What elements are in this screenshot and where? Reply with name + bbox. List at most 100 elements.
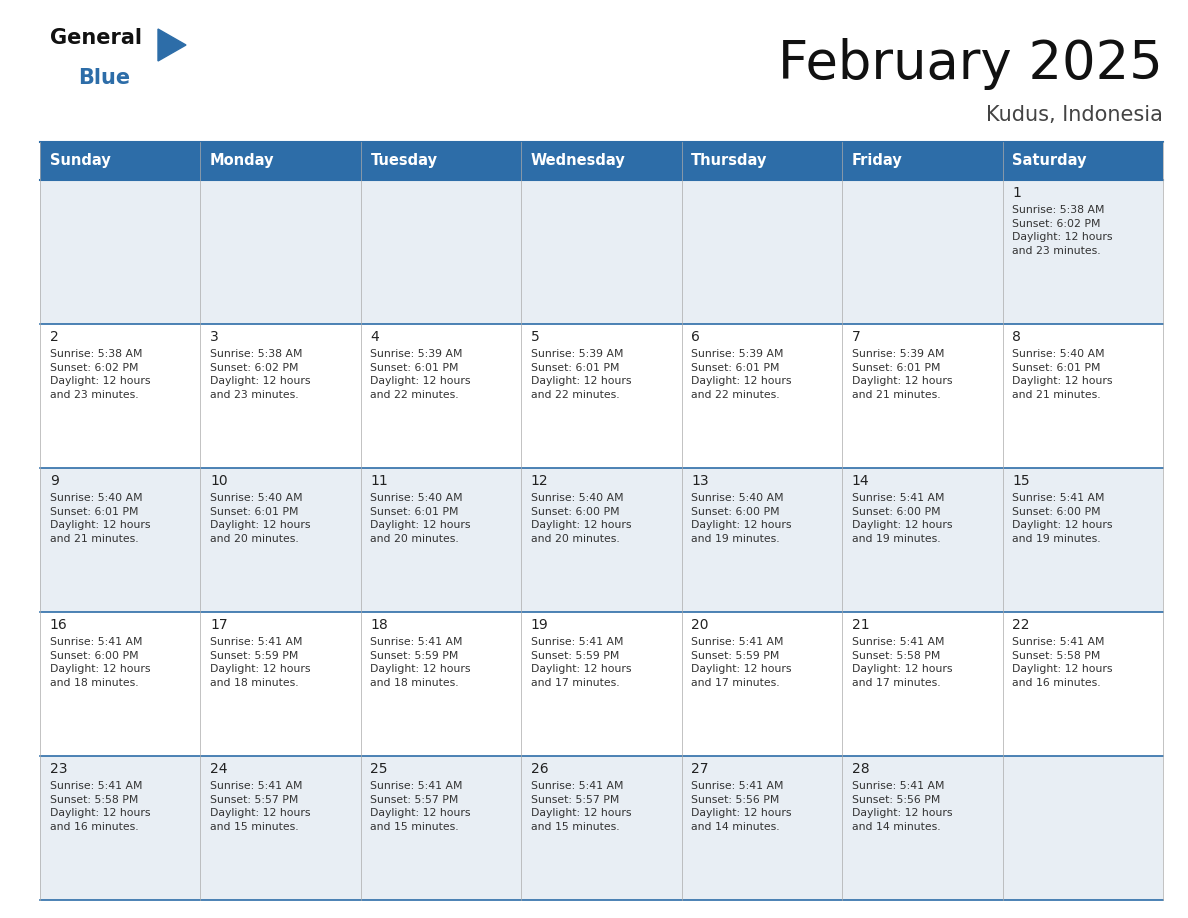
Bar: [682, 142, 842, 180]
Text: 19: 19: [531, 618, 549, 632]
Text: Sunrise: 5:41 AM
Sunset: 6:00 PM
Daylight: 12 hours
and 19 minutes.: Sunrise: 5:41 AM Sunset: 6:00 PM Dayligh…: [1012, 493, 1113, 543]
Bar: [361, 180, 522, 324]
Bar: [842, 756, 1003, 900]
Text: Sunrise: 5:41 AM
Sunset: 5:59 PM
Daylight: 12 hours
and 18 minutes.: Sunrise: 5:41 AM Sunset: 5:59 PM Dayligh…: [210, 637, 310, 688]
Text: 11: 11: [371, 474, 388, 488]
Bar: [522, 756, 682, 900]
Text: 7: 7: [852, 330, 860, 344]
Text: 20: 20: [691, 618, 709, 632]
Text: 4: 4: [371, 330, 379, 344]
Bar: [40, 142, 201, 180]
Text: 15: 15: [1012, 474, 1030, 488]
Text: Sunrise: 5:40 AM
Sunset: 6:00 PM
Daylight: 12 hours
and 19 minutes.: Sunrise: 5:40 AM Sunset: 6:00 PM Dayligh…: [691, 493, 792, 543]
Text: Thursday: Thursday: [691, 153, 767, 169]
Text: 18: 18: [371, 618, 388, 632]
Text: Sunrise: 5:39 AM
Sunset: 6:01 PM
Daylight: 12 hours
and 22 minutes.: Sunrise: 5:39 AM Sunset: 6:01 PM Dayligh…: [371, 349, 470, 400]
Text: 23: 23: [50, 762, 68, 776]
Text: Sunrise: 5:39 AM
Sunset: 6:01 PM
Daylight: 12 hours
and 22 minutes.: Sunrise: 5:39 AM Sunset: 6:01 PM Dayligh…: [691, 349, 792, 400]
Bar: [201, 756, 361, 900]
Text: Sunrise: 5:41 AM
Sunset: 6:00 PM
Daylight: 12 hours
and 19 minutes.: Sunrise: 5:41 AM Sunset: 6:00 PM Dayligh…: [852, 493, 953, 543]
Text: 6: 6: [691, 330, 700, 344]
Text: 17: 17: [210, 618, 228, 632]
Bar: [842, 468, 1003, 612]
Text: Blue: Blue: [78, 68, 131, 88]
Text: Sunrise: 5:41 AM
Sunset: 5:57 PM
Daylight: 12 hours
and 15 minutes.: Sunrise: 5:41 AM Sunset: 5:57 PM Dayligh…: [210, 781, 310, 832]
Text: 1: 1: [1012, 186, 1020, 200]
Bar: [201, 142, 361, 180]
Text: 10: 10: [210, 474, 228, 488]
Text: Sunrise: 5:40 AM
Sunset: 6:00 PM
Daylight: 12 hours
and 20 minutes.: Sunrise: 5:40 AM Sunset: 6:00 PM Dayligh…: [531, 493, 631, 543]
Bar: [40, 324, 201, 468]
Bar: [842, 324, 1003, 468]
Bar: [682, 612, 842, 756]
Text: Sunrise: 5:41 AM
Sunset: 5:57 PM
Daylight: 12 hours
and 15 minutes.: Sunrise: 5:41 AM Sunset: 5:57 PM Dayligh…: [371, 781, 470, 832]
Text: General: General: [50, 28, 143, 48]
Text: Sunrise: 5:41 AM
Sunset: 6:00 PM
Daylight: 12 hours
and 18 minutes.: Sunrise: 5:41 AM Sunset: 6:00 PM Dayligh…: [50, 637, 150, 688]
Text: Sunrise: 5:41 AM
Sunset: 5:56 PM
Daylight: 12 hours
and 14 minutes.: Sunrise: 5:41 AM Sunset: 5:56 PM Dayligh…: [691, 781, 792, 832]
Text: 25: 25: [371, 762, 388, 776]
Text: Sunrise: 5:41 AM
Sunset: 5:58 PM
Daylight: 12 hours
and 16 minutes.: Sunrise: 5:41 AM Sunset: 5:58 PM Dayligh…: [1012, 637, 1113, 688]
Text: 5: 5: [531, 330, 539, 344]
Text: Tuesday: Tuesday: [371, 153, 437, 169]
Bar: [522, 612, 682, 756]
Bar: [1003, 468, 1163, 612]
Text: Wednesday: Wednesday: [531, 153, 626, 169]
Bar: [842, 612, 1003, 756]
Bar: [1003, 324, 1163, 468]
Bar: [361, 142, 522, 180]
Text: Monday: Monday: [210, 153, 274, 169]
Bar: [40, 180, 201, 324]
Text: Sunrise: 5:41 AM
Sunset: 5:56 PM
Daylight: 12 hours
and 14 minutes.: Sunrise: 5:41 AM Sunset: 5:56 PM Dayligh…: [852, 781, 953, 832]
Text: 28: 28: [852, 762, 870, 776]
Bar: [522, 324, 682, 468]
Text: 2: 2: [50, 330, 58, 344]
Bar: [682, 324, 842, 468]
Text: Sunrise: 5:41 AM
Sunset: 5:59 PM
Daylight: 12 hours
and 17 minutes.: Sunrise: 5:41 AM Sunset: 5:59 PM Dayligh…: [531, 637, 631, 688]
Bar: [40, 468, 201, 612]
Text: 22: 22: [1012, 618, 1030, 632]
Bar: [201, 468, 361, 612]
Text: 9: 9: [50, 474, 58, 488]
Text: Sunrise: 5:38 AM
Sunset: 6:02 PM
Daylight: 12 hours
and 23 minutes.: Sunrise: 5:38 AM Sunset: 6:02 PM Dayligh…: [1012, 205, 1113, 256]
Text: 16: 16: [50, 618, 68, 632]
Bar: [361, 324, 522, 468]
Bar: [1003, 756, 1163, 900]
Bar: [522, 468, 682, 612]
Bar: [522, 142, 682, 180]
Bar: [842, 180, 1003, 324]
Bar: [361, 612, 522, 756]
Text: Sunrise: 5:38 AM
Sunset: 6:02 PM
Daylight: 12 hours
and 23 minutes.: Sunrise: 5:38 AM Sunset: 6:02 PM Dayligh…: [210, 349, 310, 400]
Text: 26: 26: [531, 762, 549, 776]
Bar: [1003, 180, 1163, 324]
Text: Friday: Friday: [852, 153, 903, 169]
Text: 3: 3: [210, 330, 219, 344]
Polygon shape: [158, 29, 187, 61]
Bar: [842, 142, 1003, 180]
Bar: [201, 324, 361, 468]
Bar: [682, 756, 842, 900]
Text: Sunrise: 5:41 AM
Sunset: 5:57 PM
Daylight: 12 hours
and 15 minutes.: Sunrise: 5:41 AM Sunset: 5:57 PM Dayligh…: [531, 781, 631, 832]
Bar: [201, 180, 361, 324]
Text: 8: 8: [1012, 330, 1020, 344]
Text: Sunrise: 5:40 AM
Sunset: 6:01 PM
Daylight: 12 hours
and 21 minutes.: Sunrise: 5:40 AM Sunset: 6:01 PM Dayligh…: [1012, 349, 1113, 400]
Text: 13: 13: [691, 474, 709, 488]
Text: Sunrise: 5:38 AM
Sunset: 6:02 PM
Daylight: 12 hours
and 23 minutes.: Sunrise: 5:38 AM Sunset: 6:02 PM Dayligh…: [50, 349, 150, 400]
Bar: [361, 468, 522, 612]
Text: Sunrise: 5:40 AM
Sunset: 6:01 PM
Daylight: 12 hours
and 20 minutes.: Sunrise: 5:40 AM Sunset: 6:01 PM Dayligh…: [371, 493, 470, 543]
Bar: [682, 468, 842, 612]
Bar: [361, 756, 522, 900]
Text: Sunrise: 5:39 AM
Sunset: 6:01 PM
Daylight: 12 hours
and 22 minutes.: Sunrise: 5:39 AM Sunset: 6:01 PM Dayligh…: [531, 349, 631, 400]
Text: Saturday: Saturday: [1012, 153, 1087, 169]
Text: Sunrise: 5:41 AM
Sunset: 5:58 PM
Daylight: 12 hours
and 16 minutes.: Sunrise: 5:41 AM Sunset: 5:58 PM Dayligh…: [50, 781, 150, 832]
Text: 27: 27: [691, 762, 709, 776]
Text: 12: 12: [531, 474, 549, 488]
Text: 21: 21: [852, 618, 870, 632]
Text: Sunrise: 5:41 AM
Sunset: 5:59 PM
Daylight: 12 hours
and 17 minutes.: Sunrise: 5:41 AM Sunset: 5:59 PM Dayligh…: [691, 637, 792, 688]
Text: Sunrise: 5:39 AM
Sunset: 6:01 PM
Daylight: 12 hours
and 21 minutes.: Sunrise: 5:39 AM Sunset: 6:01 PM Dayligh…: [852, 349, 953, 400]
Bar: [1003, 142, 1163, 180]
Bar: [1003, 612, 1163, 756]
Text: Kudus, Indonesia: Kudus, Indonesia: [986, 105, 1163, 125]
Bar: [522, 180, 682, 324]
Text: Sunrise: 5:40 AM
Sunset: 6:01 PM
Daylight: 12 hours
and 20 minutes.: Sunrise: 5:40 AM Sunset: 6:01 PM Dayligh…: [210, 493, 310, 543]
Text: 24: 24: [210, 762, 228, 776]
